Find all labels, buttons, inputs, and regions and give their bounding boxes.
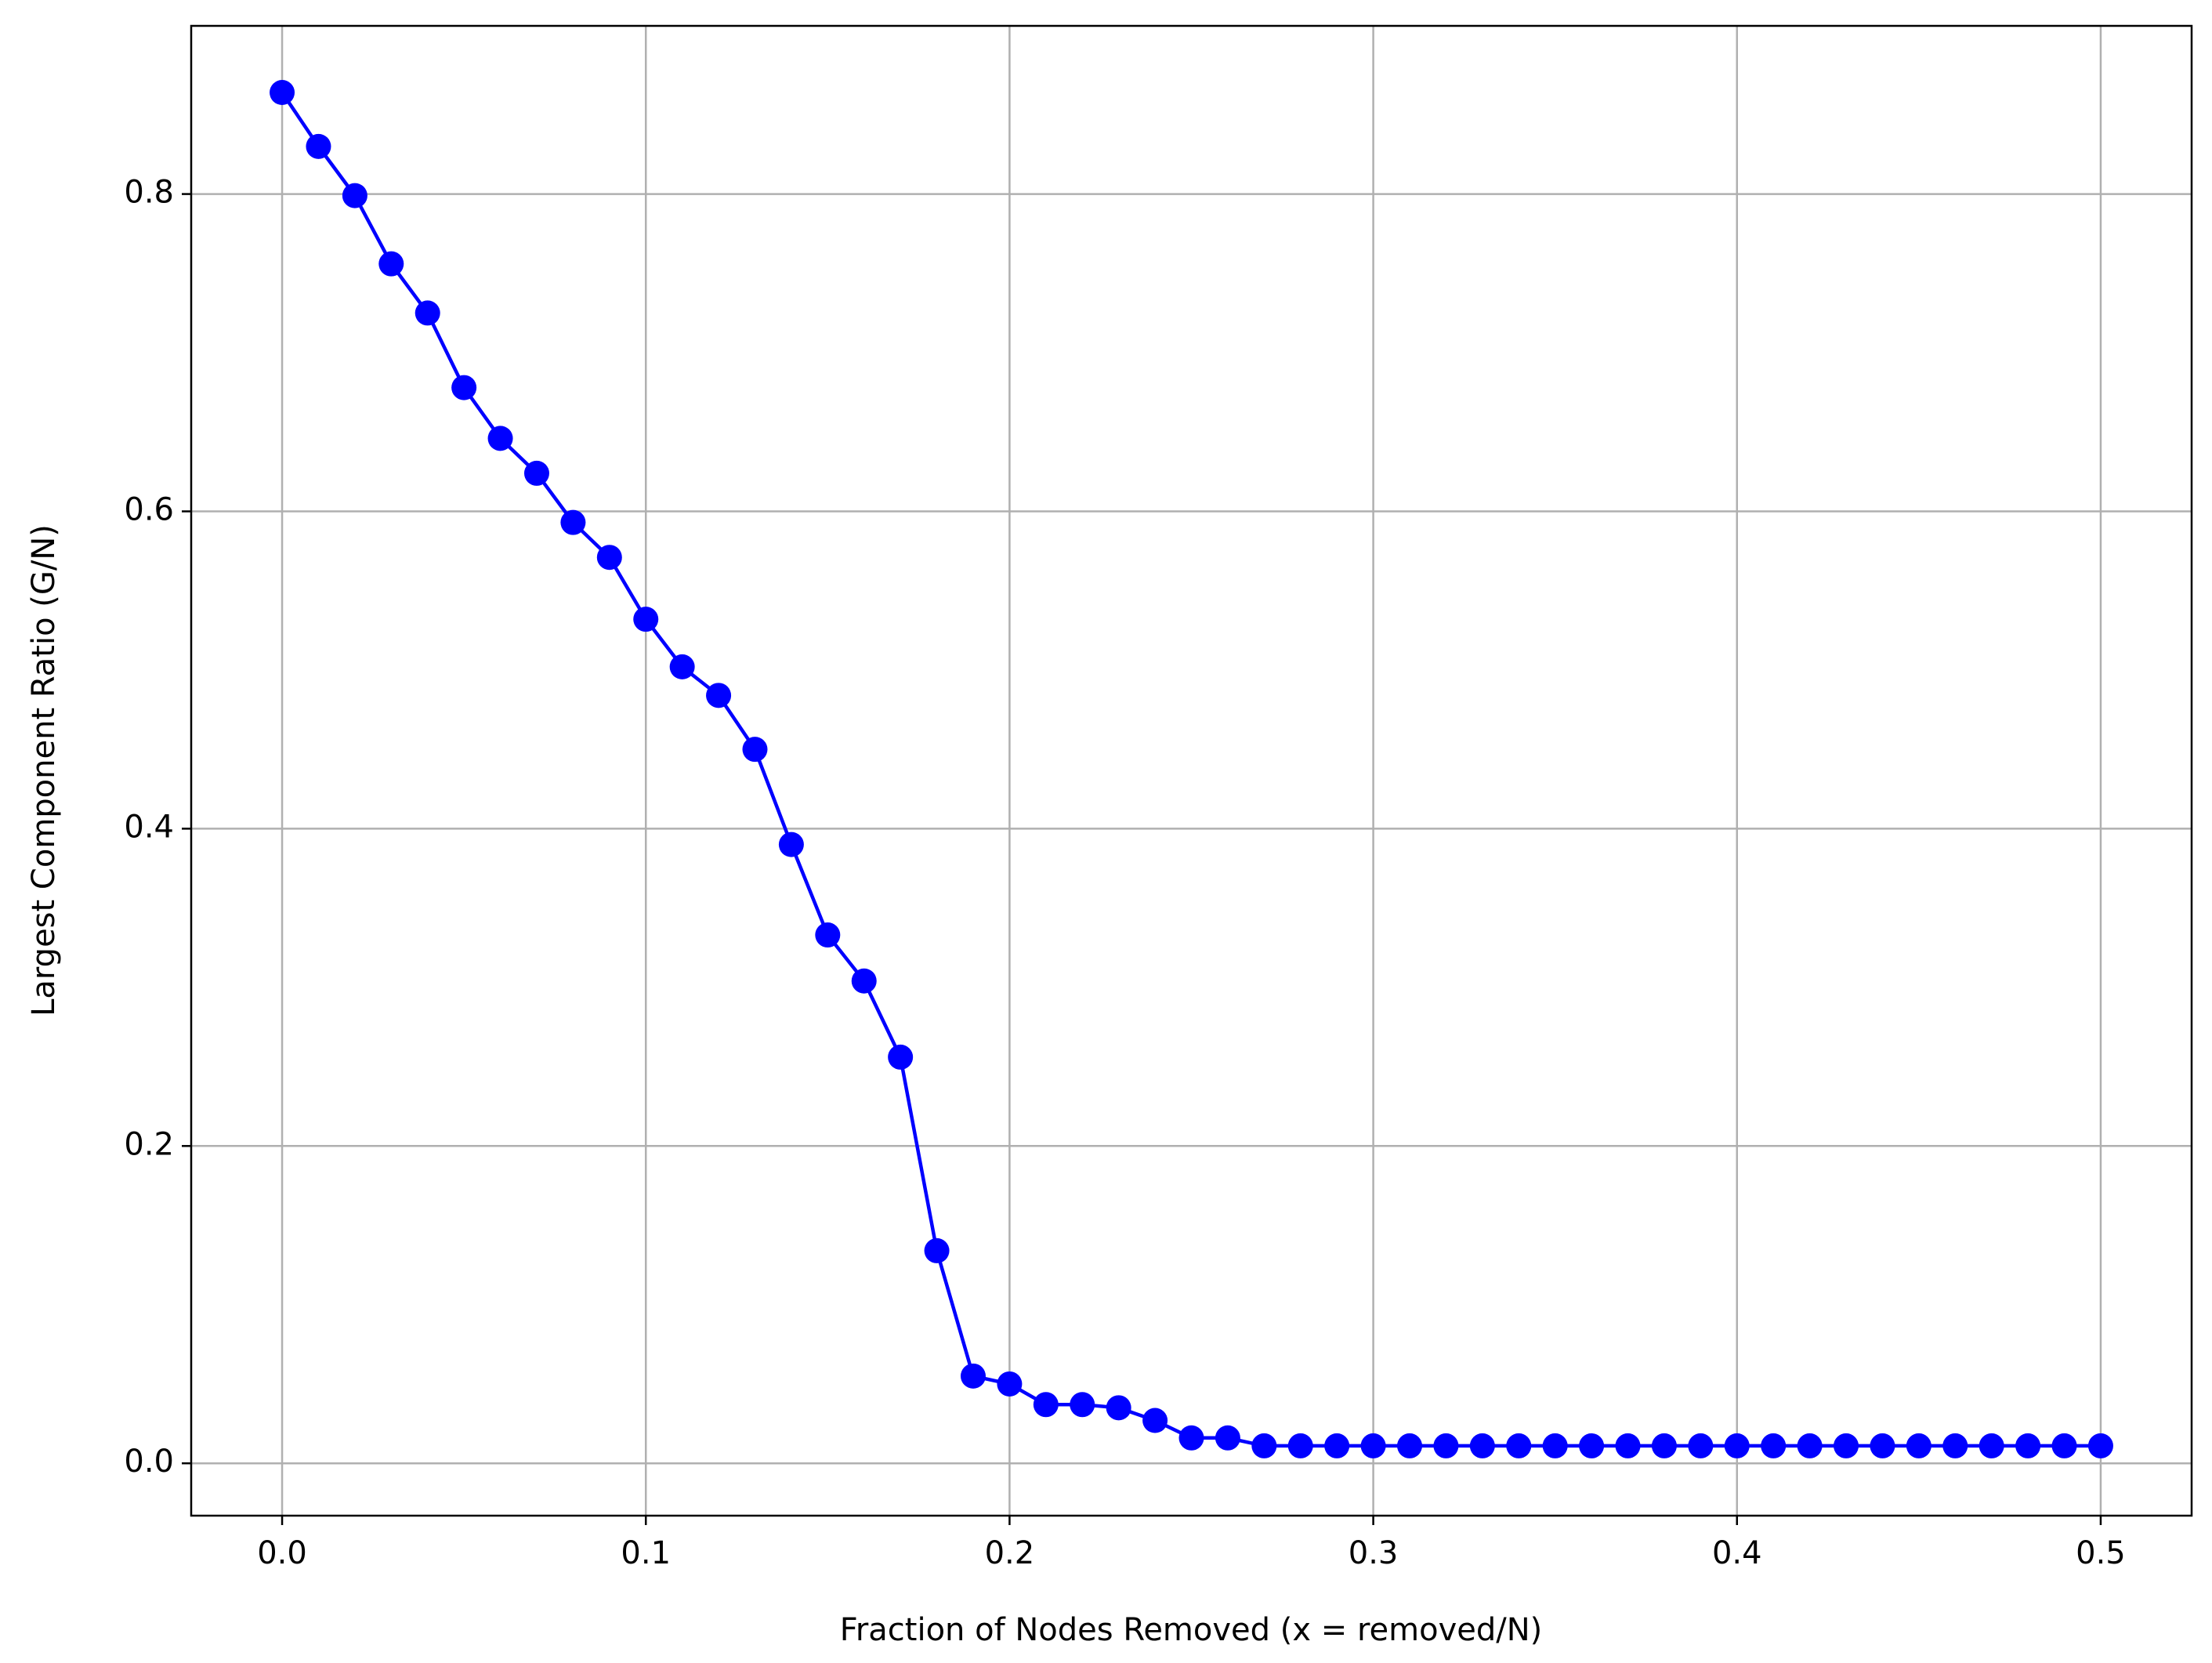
data-point [1978, 1433, 2004, 1458]
data-point [1834, 1433, 1859, 1458]
data-point [560, 509, 586, 535]
data-point [1360, 1433, 1386, 1458]
y-tick-label: 0.8 [124, 175, 174, 211]
x-tick-label: 0.5 [2076, 1535, 2126, 1571]
y-tick-label: 0.4 [124, 809, 174, 845]
data-point [2051, 1433, 2077, 1458]
data-point [1651, 1433, 1677, 1458]
data-point [270, 80, 295, 106]
y-tick-label: 0.6 [124, 491, 174, 527]
data-point [523, 460, 549, 486]
data-point [2015, 1433, 2041, 1458]
data-point [1942, 1433, 1968, 1458]
data-point [1615, 1433, 1641, 1458]
data-point [1397, 1433, 1423, 1458]
data-point [1251, 1433, 1277, 1458]
data-point [633, 607, 659, 632]
data-point [851, 968, 877, 994]
x-tick-label: 0.1 [621, 1535, 671, 1571]
data-point [1178, 1425, 1204, 1451]
data-point [1542, 1433, 1568, 1458]
data-point [960, 1363, 986, 1389]
data-point [415, 300, 440, 326]
x-tick-label: 0.4 [1712, 1535, 1762, 1571]
data-point [306, 133, 331, 159]
data-point [1724, 1433, 1750, 1458]
data-point [1506, 1433, 1532, 1458]
plot-frame [190, 24, 2193, 1517]
y-tick-label: 0.2 [124, 1126, 174, 1162]
data-point [924, 1237, 950, 1263]
x-tick-label: 0.0 [257, 1535, 307, 1571]
data-point [596, 545, 622, 571]
data-point [1797, 1433, 1823, 1458]
x-tick-label: 0.2 [985, 1535, 1035, 1571]
y-tick-label: 0.0 [124, 1444, 174, 1480]
data-point [451, 375, 477, 400]
data-point [997, 1371, 1023, 1397]
x-axis-label: Fraction of Nodes Removed (x = removed/N… [840, 1612, 1543, 1648]
data-point [669, 654, 695, 679]
data-point [378, 251, 404, 277]
data-point [1688, 1433, 1714, 1458]
data-point [706, 683, 732, 708]
data-point [742, 737, 768, 763]
data-point [1287, 1433, 1313, 1458]
data-point [815, 922, 841, 948]
data-point [1324, 1433, 1350, 1458]
data-point [1142, 1408, 1168, 1433]
data-line [281, 91, 2101, 1448]
data-point [1761, 1433, 1787, 1458]
data-point [2087, 1433, 2113, 1458]
data-point [1906, 1433, 1931, 1458]
data-point [1433, 1433, 1459, 1458]
data-point [888, 1044, 914, 1070]
data-point [1070, 1392, 1095, 1418]
y-axis-label: Largest Component Ratio (G/N) [26, 524, 62, 1016]
data-point [1870, 1433, 1895, 1458]
data-point [1215, 1425, 1240, 1451]
data-point [1579, 1433, 1605, 1458]
data-point [778, 832, 804, 857]
data-point [1033, 1392, 1059, 1418]
data-point [342, 183, 367, 208]
data-point [487, 426, 513, 451]
data-point [1106, 1395, 1131, 1421]
data-point [1469, 1433, 1495, 1458]
x-tick-label: 0.3 [1349, 1535, 1399, 1571]
